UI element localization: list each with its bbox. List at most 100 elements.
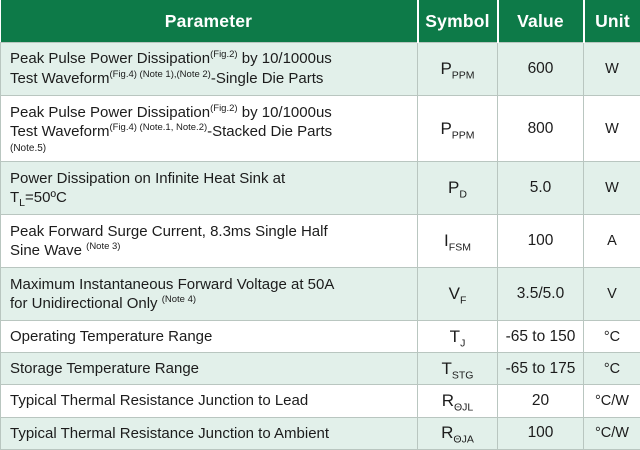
- cell-unit: A: [583, 214, 640, 269]
- symbol-subscript: ΘJL: [454, 401, 474, 414]
- cell-parameter: Peak Pulse Power Dissipation(Fig.2) by 1…: [0, 42, 418, 96]
- parameter-superscript: (Fig.2): [210, 49, 238, 61]
- cell-value: 100: [497, 416, 584, 450]
- parameter-line-2: TL=50ºC: [10, 189, 67, 210]
- symbol-subscript: J: [460, 336, 466, 349]
- parameter-superscript: (Note 4): [161, 294, 197, 306]
- cell-value: 5.0: [497, 161, 584, 216]
- cell-unit: °C/W: [583, 416, 640, 450]
- table-row: Power Dissipation on Infinite Heat Sink …: [0, 161, 640, 216]
- cell-parameter: Operating Temperature Range: [0, 319, 418, 354]
- cell-value: 20: [497, 384, 584, 418]
- cell-unit: V: [583, 267, 640, 321]
- table-row: Peak Pulse Power Dissipation(Fig.2) by 1…: [0, 42, 640, 96]
- parameter-line-2: Test Waveform(Fig.4) (Note 1),(Note 2)-S…: [10, 68, 324, 87]
- parameter-superscript: (Fig.4) (Note 1),(Note 2): [109, 68, 211, 80]
- table-row: Storage Temperature Range TSTG -65 to 175 °…: [0, 352, 640, 386]
- unit-text: W: [605, 180, 619, 197]
- cell-value: -65 to 175: [497, 352, 584, 386]
- cell-parameter: Peak Forward Surge Current, 8.3ms Single…: [0, 214, 418, 269]
- header-row: Parameter Symbol Value Unit: [0, 0, 640, 43]
- value-text: -65 to 150: [505, 327, 576, 345]
- symbol-text: VF: [448, 284, 467, 307]
- table-row: Operating Temperature Range TJ -65 to 150 °…: [0, 319, 640, 354]
- cell-symbol: TSTG: [417, 352, 498, 386]
- value-text: 100: [527, 232, 554, 250]
- unit-text: °C: [603, 360, 621, 377]
- parameter-superscript: (Fig.2): [210, 102, 238, 114]
- parameter-subscript: L: [19, 197, 26, 210]
- cell-parameter: Maximum Instantaneous Forward Voltage at…: [0, 267, 418, 321]
- column-header-value: Value: [497, 0, 585, 43]
- parameter-line-1: Typical Thermal Resistance Junction to A…: [10, 424, 330, 442]
- symbol-subscript: STG: [451, 369, 474, 382]
- parameter-line-1: Peak Pulse Power Dissipation(Fig.2) by 1…: [10, 49, 332, 68]
- cell-symbol: IFSM: [417, 214, 498, 269]
- cell-value: 600: [497, 42, 584, 96]
- symbol-text: TSTG: [441, 358, 474, 382]
- unit-text: W: [605, 120, 619, 137]
- cell-unit: W: [583, 42, 640, 96]
- table-row: Peak Pulse Power Dissipation(Fig.2) by 1…: [0, 94, 640, 163]
- unit-text: W: [605, 60, 619, 77]
- parameter-line-1: Peak Pulse Power Dissipation(Fig.2) by 1…: [10, 102, 332, 121]
- cell-symbol: VF: [417, 267, 498, 321]
- cell-value: -65 to 150: [497, 319, 584, 354]
- parameter-line-1: Operating Temperature Range: [10, 327, 213, 345]
- symbol-subscript: PPM: [451, 129, 475, 142]
- cell-parameter: Power Dissipation on Infinite Heat Sink …: [0, 161, 418, 216]
- cell-parameter: Peak Pulse Power Dissipation(Fig.2) by 1…: [0, 94, 418, 163]
- column-header-symbol: Symbol: [417, 0, 499, 43]
- value-text: -65 to 175: [505, 359, 576, 377]
- cell-unit: W: [583, 161, 640, 216]
- cell-symbol: PPPM: [417, 94, 498, 163]
- symbol-text: TJ: [449, 326, 466, 349]
- value-text: 20: [531, 392, 550, 410]
- cell-unit: °C: [583, 319, 640, 354]
- parameter-line-1: Typical Thermal Resistance Junction to L…: [10, 392, 309, 410]
- value-text: 100: [527, 424, 554, 442]
- parameter-line-2: Test Waveform(Fig.4) (Note.1, Note.2)-St…: [10, 122, 333, 141]
- parameter-line-1: Power Dissipation on Infinite Heat Sink …: [10, 169, 286, 187]
- parameter-line-2: for Unidirectional Only (Note 4): [10, 294, 197, 313]
- column-header-parameter: Parameter: [0, 0, 419, 43]
- unit-text: °C/W: [595, 393, 629, 410]
- value-text: 600: [527, 59, 554, 77]
- parameter-superscript: (Fig.4) (Note.1, Note.2): [109, 122, 208, 134]
- cell-unit: °C/W: [583, 384, 640, 418]
- cell-symbol: RΘJA: [417, 416, 498, 450]
- parameter-line-1: Peak Forward Surge Current, 8.3ms Single…: [10, 222, 328, 240]
- table-row: Maximum Instantaneous Forward Voltage at…: [0, 267, 640, 321]
- parameter-line-1: Maximum Instantaneous Forward Voltage at…: [10, 275, 335, 293]
- symbol-text: PPPM: [440, 58, 475, 82]
- symbol-text: PPPM: [440, 118, 475, 142]
- symbol-text: RΘJA: [441, 423, 474, 446]
- table-row: Typical Thermal Resistance Junction to A…: [0, 416, 640, 450]
- symbol-subscript: FSM: [448, 241, 471, 254]
- cell-parameter: Typical Thermal Resistance Junction to L…: [0, 384, 418, 418]
- symbol-subscript: PPM: [451, 69, 475, 82]
- cell-symbol: TJ: [417, 319, 498, 354]
- unit-text: °C/W: [595, 425, 629, 442]
- unit-text: V: [607, 286, 617, 303]
- cell-value: 100: [497, 214, 584, 269]
- symbol-text: RΘJL: [441, 391, 474, 414]
- parameter-line-1: Storage Temperature Range: [10, 360, 200, 378]
- value-text: 800: [527, 119, 554, 137]
- table-body: Peak Pulse Power Dissipation(Fig.2) by 1…: [0, 42, 640, 450]
- symbol-subscript: ΘJA: [453, 433, 474, 446]
- cell-parameter: Storage Temperature Range: [0, 352, 418, 386]
- parameter-note: (Note.5): [10, 142, 47, 154]
- table-header: Parameter Symbol Value Unit: [0, 0, 640, 43]
- cell-value: 3.5/5.0: [497, 267, 584, 321]
- table-row: Peak Forward Surge Current, 8.3ms Single…: [0, 214, 640, 269]
- unit-text: °C: [603, 328, 621, 345]
- cell-symbol: PD: [417, 161, 498, 216]
- cell-symbol: RΘJL: [417, 384, 498, 418]
- table-row: Typical Thermal Resistance Junction to L…: [0, 384, 640, 418]
- value-text: 5.0: [529, 179, 552, 197]
- cell-symbol: PPPM: [417, 42, 498, 96]
- column-header-unit: Unit: [583, 0, 640, 43]
- value-text: 3.5/5.0: [516, 285, 565, 303]
